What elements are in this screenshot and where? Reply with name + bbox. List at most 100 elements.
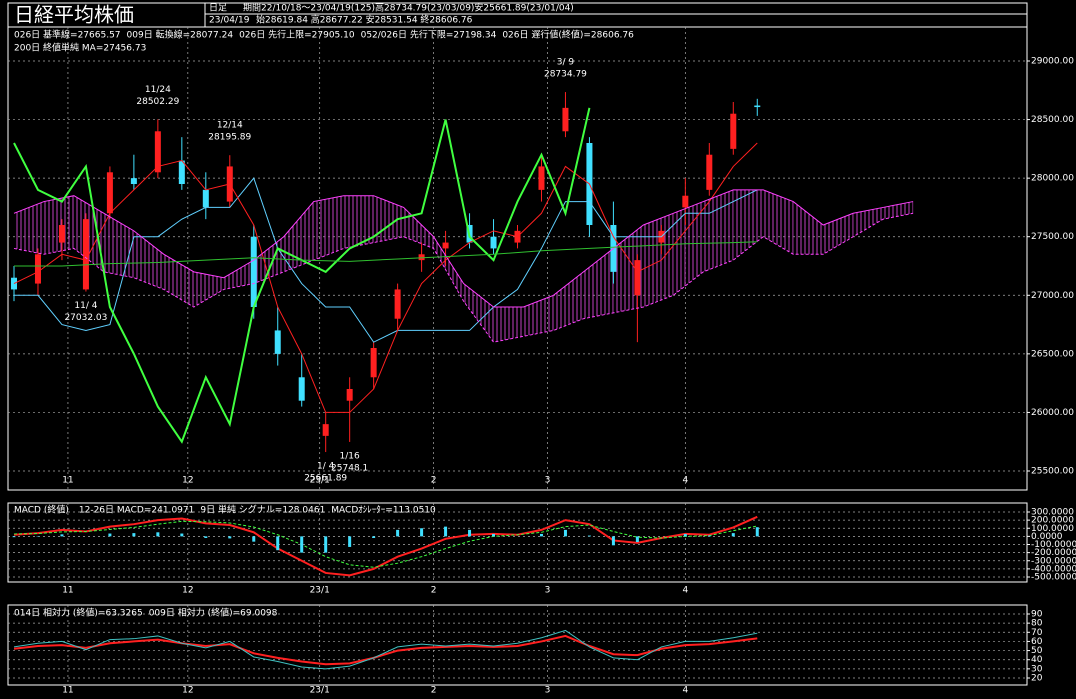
annotation-date: 11/ 4 <box>74 301 97 311</box>
histogram-bar <box>180 533 184 537</box>
candle-body <box>634 260 641 296</box>
y-tick-label: 20 <box>1031 674 1043 684</box>
cloud <box>103 213 134 278</box>
annotation-value: 27032.03 <box>64 313 107 323</box>
candle-body <box>682 195 689 208</box>
legend-entry: 026日 遅行値(終値)=28606.76 <box>502 29 634 41</box>
annotation-date: 11/24 <box>145 85 171 95</box>
cloud <box>853 207 884 237</box>
cloud <box>463 283 494 343</box>
annotation-value: 25661.89 <box>304 474 347 484</box>
annotation-date: 3/ 9 <box>557 58 575 68</box>
series-line <box>13 629 758 670</box>
series-line <box>13 189 914 308</box>
x-tick-label: 4 <box>682 586 688 596</box>
series-line <box>13 520 758 568</box>
annotation-value: 28502.29 <box>136 97 179 107</box>
candle-body <box>106 172 113 214</box>
histogram-bar <box>611 536 615 546</box>
date: 23/04/19 <box>209 16 250 26</box>
cloud <box>133 230 164 290</box>
legend-entry: 12-26日 MACD=241.0971 <box>79 505 194 516</box>
annotation-value: 25748.1 <box>331 463 368 473</box>
cloud <box>523 295 554 337</box>
legend-entry: MACDｵｼﾚｰﾀｰ=113.0510 <box>331 505 436 516</box>
candle-body <box>418 254 425 261</box>
x-tick-label: 11 <box>62 586 73 596</box>
annotation-value: 28195.89 <box>208 133 251 143</box>
histogram-bar <box>707 535 711 537</box>
candle-body <box>130 178 137 184</box>
histogram-bar <box>587 535 591 537</box>
annotation-date: 1/ 4 <box>317 462 335 472</box>
y-tick-label: 26000.00 <box>1031 408 1074 418</box>
y-tick-label: 70 <box>1031 628 1043 638</box>
x-tick-label: 4 <box>682 476 688 486</box>
y-tick-label: 50 <box>1031 646 1043 656</box>
candle-body <box>538 166 545 190</box>
panel-frame <box>7 502 1028 583</box>
cloud <box>193 271 224 307</box>
x-tick-label: 2 <box>431 686 437 696</box>
y-tick-label: 25500.00 <box>1031 467 1074 477</box>
histogram-bar <box>300 536 304 553</box>
histogram-bar <box>683 533 687 537</box>
histogram-bar <box>324 536 328 553</box>
ohlc: 始28619.84 高28677.22 安28531.54 終28606.76 <box>256 14 473 26</box>
annotation-date: 12/14 <box>217 121 243 131</box>
cloud <box>673 201 704 296</box>
y-tick-label: 60 <box>1031 637 1043 647</box>
panel-frame <box>7 604 1028 686</box>
legend-entry: 200日 終値単純 MA=27456.73 <box>14 42 146 54</box>
histogram-bar <box>348 536 352 547</box>
cloud <box>403 207 434 249</box>
cloud <box>253 236 284 284</box>
histogram-bar <box>204 536 208 538</box>
legend-entry: 014日 相対力 (終値)=63.3265 <box>14 607 143 619</box>
histogram-bar <box>731 533 735 537</box>
cloud <box>643 213 674 307</box>
x-tick-label: 2 <box>431 476 437 486</box>
histogram-bar <box>444 526 448 537</box>
y-tick-label: 200.0000 <box>1031 516 1074 526</box>
histogram-bar <box>132 533 136 537</box>
histogram-bar <box>252 536 256 542</box>
candle-body <box>250 236 257 307</box>
candle-body <box>490 236 497 249</box>
histogram-bar <box>372 536 376 538</box>
candle-body <box>754 105 761 108</box>
y-tick-label: 30 <box>1031 664 1043 674</box>
candle-body <box>322 424 329 436</box>
histogram-bar <box>563 529 567 537</box>
y-tick-label: -200.0000 <box>1031 548 1076 558</box>
histogram-bar <box>276 536 280 551</box>
histogram-bar <box>228 536 232 539</box>
histogram-bar <box>12 536 16 538</box>
timeframe: 日足 <box>209 3 227 14</box>
histogram-bar <box>420 528 424 537</box>
legend-entry: 052/026日 先行下限=27198.34 <box>361 29 497 41</box>
histogram-bar <box>755 527 759 537</box>
x-tick-label: 12 <box>182 476 193 486</box>
x-tick-label: 2 <box>431 586 437 596</box>
cloud <box>313 195 344 261</box>
histogram-bar <box>108 533 112 537</box>
y-tick-label: 100.0000 <box>1031 524 1074 534</box>
cloud <box>703 189 734 272</box>
y-tick-label: 40 <box>1031 655 1043 665</box>
y-tick-label: 90 <box>1031 610 1043 620</box>
series-line <box>13 634 758 666</box>
annotation-value: 28734.79 <box>544 70 587 80</box>
histogram-bar <box>468 529 472 537</box>
y-tick-label: -500.0000 <box>1031 573 1076 583</box>
panel-title: MACD (終値) <box>14 504 69 516</box>
x-tick-label: 23/1 <box>310 476 330 486</box>
x-tick-label: 3 <box>545 586 551 596</box>
x-tick-label: 12 <box>182 686 193 696</box>
candle-body <box>562 107 569 132</box>
series-line <box>13 177 758 343</box>
histogram-bar <box>396 529 400 537</box>
series-line <box>13 241 758 267</box>
cloud <box>433 236 464 302</box>
y-tick-label: 27000.00 <box>1031 291 1074 301</box>
